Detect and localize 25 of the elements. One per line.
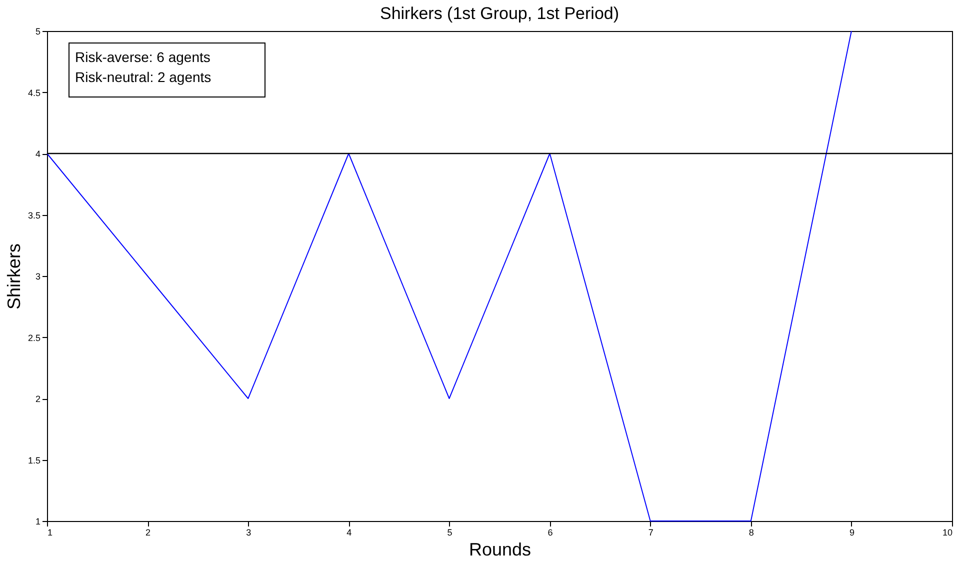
y-tick-label: 3 bbox=[35, 272, 40, 282]
y-tick-label: 2 bbox=[35, 394, 40, 404]
x-tick-label: 5 bbox=[447, 528, 452, 538]
line-series bbox=[46, 30, 852, 522]
y-tick-label: 4 bbox=[35, 149, 40, 159]
annotation: Risk-neutral: 2 agents bbox=[75, 69, 212, 85]
y-tick-label: 3.5 bbox=[28, 210, 40, 220]
x-tick-label: 3 bbox=[246, 528, 252, 538]
y-tick-label: 1 bbox=[35, 516, 40, 526]
x-tick-label: 1 bbox=[48, 528, 53, 538]
x-tick-label: 7 bbox=[648, 528, 654, 538]
y-tick-label: 4.5 bbox=[28, 88, 40, 98]
x-tick-label: 6 bbox=[548, 528, 553, 538]
chart-title: Shirkers (1st Group, 1st Period) bbox=[380, 4, 620, 23]
annotation: Risk-averse: 6 agents bbox=[75, 49, 210, 65]
y-tick-label: 5 bbox=[35, 26, 40, 36]
x-tick-label: 8 bbox=[748, 528, 754, 538]
y-axis-title: Shirkers bbox=[4, 243, 24, 310]
x-tick-label: 10 bbox=[942, 528, 952, 538]
y-tick-label: 2.5 bbox=[28, 332, 40, 343]
x-tick-label: 4 bbox=[346, 528, 352, 538]
x-tick-label: 9 bbox=[849, 528, 854, 538]
x-tick-label: 2 bbox=[146, 528, 151, 538]
x-axis-title: Rounds bbox=[468, 540, 532, 560]
y-tick-label: 1.5 bbox=[28, 455, 40, 466]
